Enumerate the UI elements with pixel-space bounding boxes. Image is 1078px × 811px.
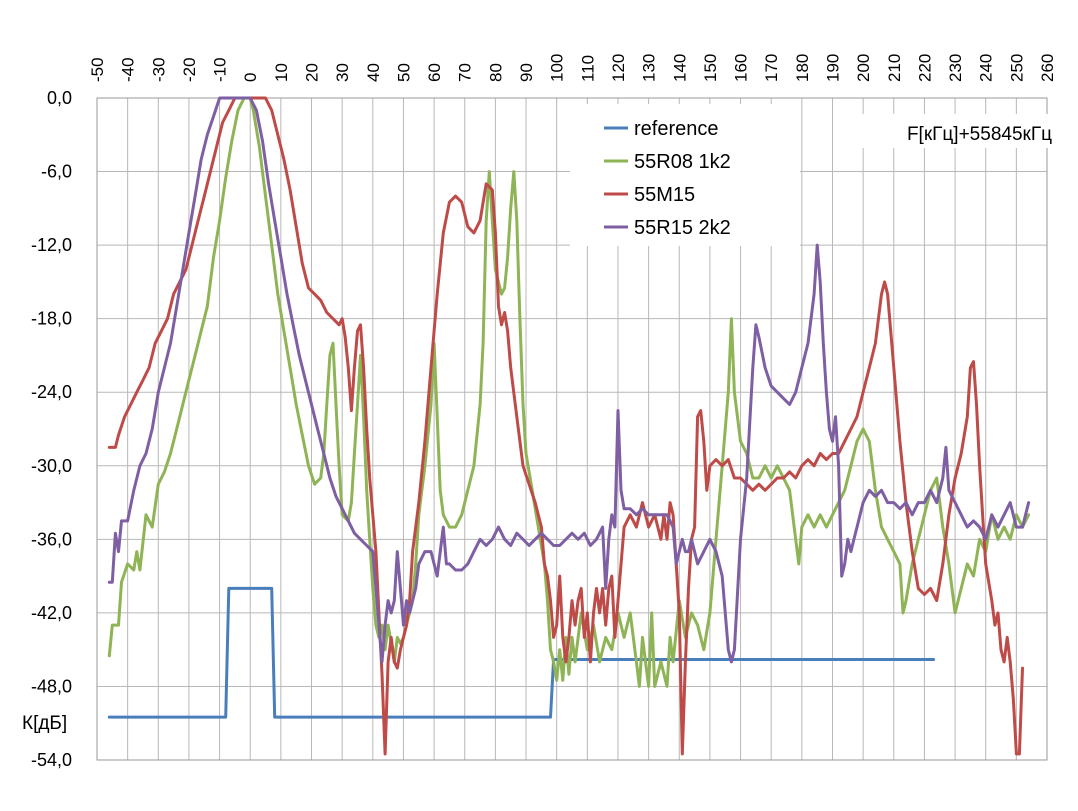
legend-label: reference xyxy=(634,118,719,140)
x-tick-label: -40 xyxy=(119,57,138,82)
x-tick-label: 70 xyxy=(456,63,475,82)
y-tick-label: -30,0 xyxy=(31,456,72,476)
x-tick-label: 60 xyxy=(425,63,444,82)
x-tick-label: 220 xyxy=(915,54,934,82)
y-tick-label: -54,0 xyxy=(31,750,72,770)
x-tick-label: 10 xyxy=(272,63,291,82)
x-tick-label: 200 xyxy=(854,54,873,82)
x-tick-label: 20 xyxy=(303,63,322,82)
legend: reference 55R08 1k2 55M15 55R15 2k2 xyxy=(570,104,800,246)
x-tick-label: 250 xyxy=(1007,54,1026,82)
x-tick-label: 240 xyxy=(977,54,996,82)
y-tick-label: -18,0 xyxy=(31,309,72,329)
x-tick-label: 170 xyxy=(762,54,781,82)
x-tick-label: 40 xyxy=(364,63,383,82)
series-line-55r15-2k2 xyxy=(107,96,1031,664)
x-tick-label: 180 xyxy=(793,54,812,82)
y-tick-label: 0,0 xyxy=(47,88,72,108)
series-line-reference xyxy=(107,586,936,719)
x-tick-label: 80 xyxy=(486,63,505,82)
y-tick-label: -36,0 xyxy=(31,529,72,549)
y-tick-label: -48,0 xyxy=(31,676,72,696)
x-tick-label: -20 xyxy=(180,57,199,82)
x-tick-label: 130 xyxy=(640,54,659,82)
x-tick-label: 110 xyxy=(578,55,597,82)
x-tick-label: 140 xyxy=(670,54,689,82)
ylabel-background xyxy=(16,704,90,734)
x-tick-label: -30 xyxy=(149,57,168,82)
y-tick-label: -24,0 xyxy=(31,382,72,402)
series-line-55m15 xyxy=(107,96,1024,756)
x-tick-label: 150 xyxy=(701,54,720,82)
x-tick-label: -10 xyxy=(211,57,230,82)
x-tick-label: 90 xyxy=(517,63,536,82)
x-tick-label: 190 xyxy=(823,54,842,82)
series-line-55r08-1k2 xyxy=(107,96,1031,688)
x-tick-label: 120 xyxy=(609,54,628,82)
x-tick-label: -50 xyxy=(88,57,107,82)
x-tick-label: 50 xyxy=(394,63,413,82)
legend-label: 55M15 xyxy=(634,184,695,206)
y-tick-label: -12,0 xyxy=(31,235,72,255)
x-tick-label: 230 xyxy=(946,54,965,82)
y-tick-label: -6,0 xyxy=(41,162,72,182)
x-tick-label: 100 xyxy=(548,54,567,82)
legend-label: 55R15 2k2 xyxy=(634,217,731,239)
x-axis-label: F[кГц]+55845кГц xyxy=(907,124,1052,145)
x-tick-label: 260 xyxy=(1038,54,1057,82)
x-tick-label: 210 xyxy=(885,54,904,82)
plot-area-border xyxy=(96,97,1048,761)
xlabel-background xyxy=(855,114,1059,148)
y-axis-label: К[дБ] xyxy=(22,713,67,734)
y-tick-label: -42,0 xyxy=(31,603,72,623)
legend-label: 55R08 1k2 xyxy=(634,151,731,173)
x-tick-label: 30 xyxy=(333,63,352,82)
x-tick-label: 160 xyxy=(732,54,751,82)
x-tick-label: 0 xyxy=(241,73,260,82)
